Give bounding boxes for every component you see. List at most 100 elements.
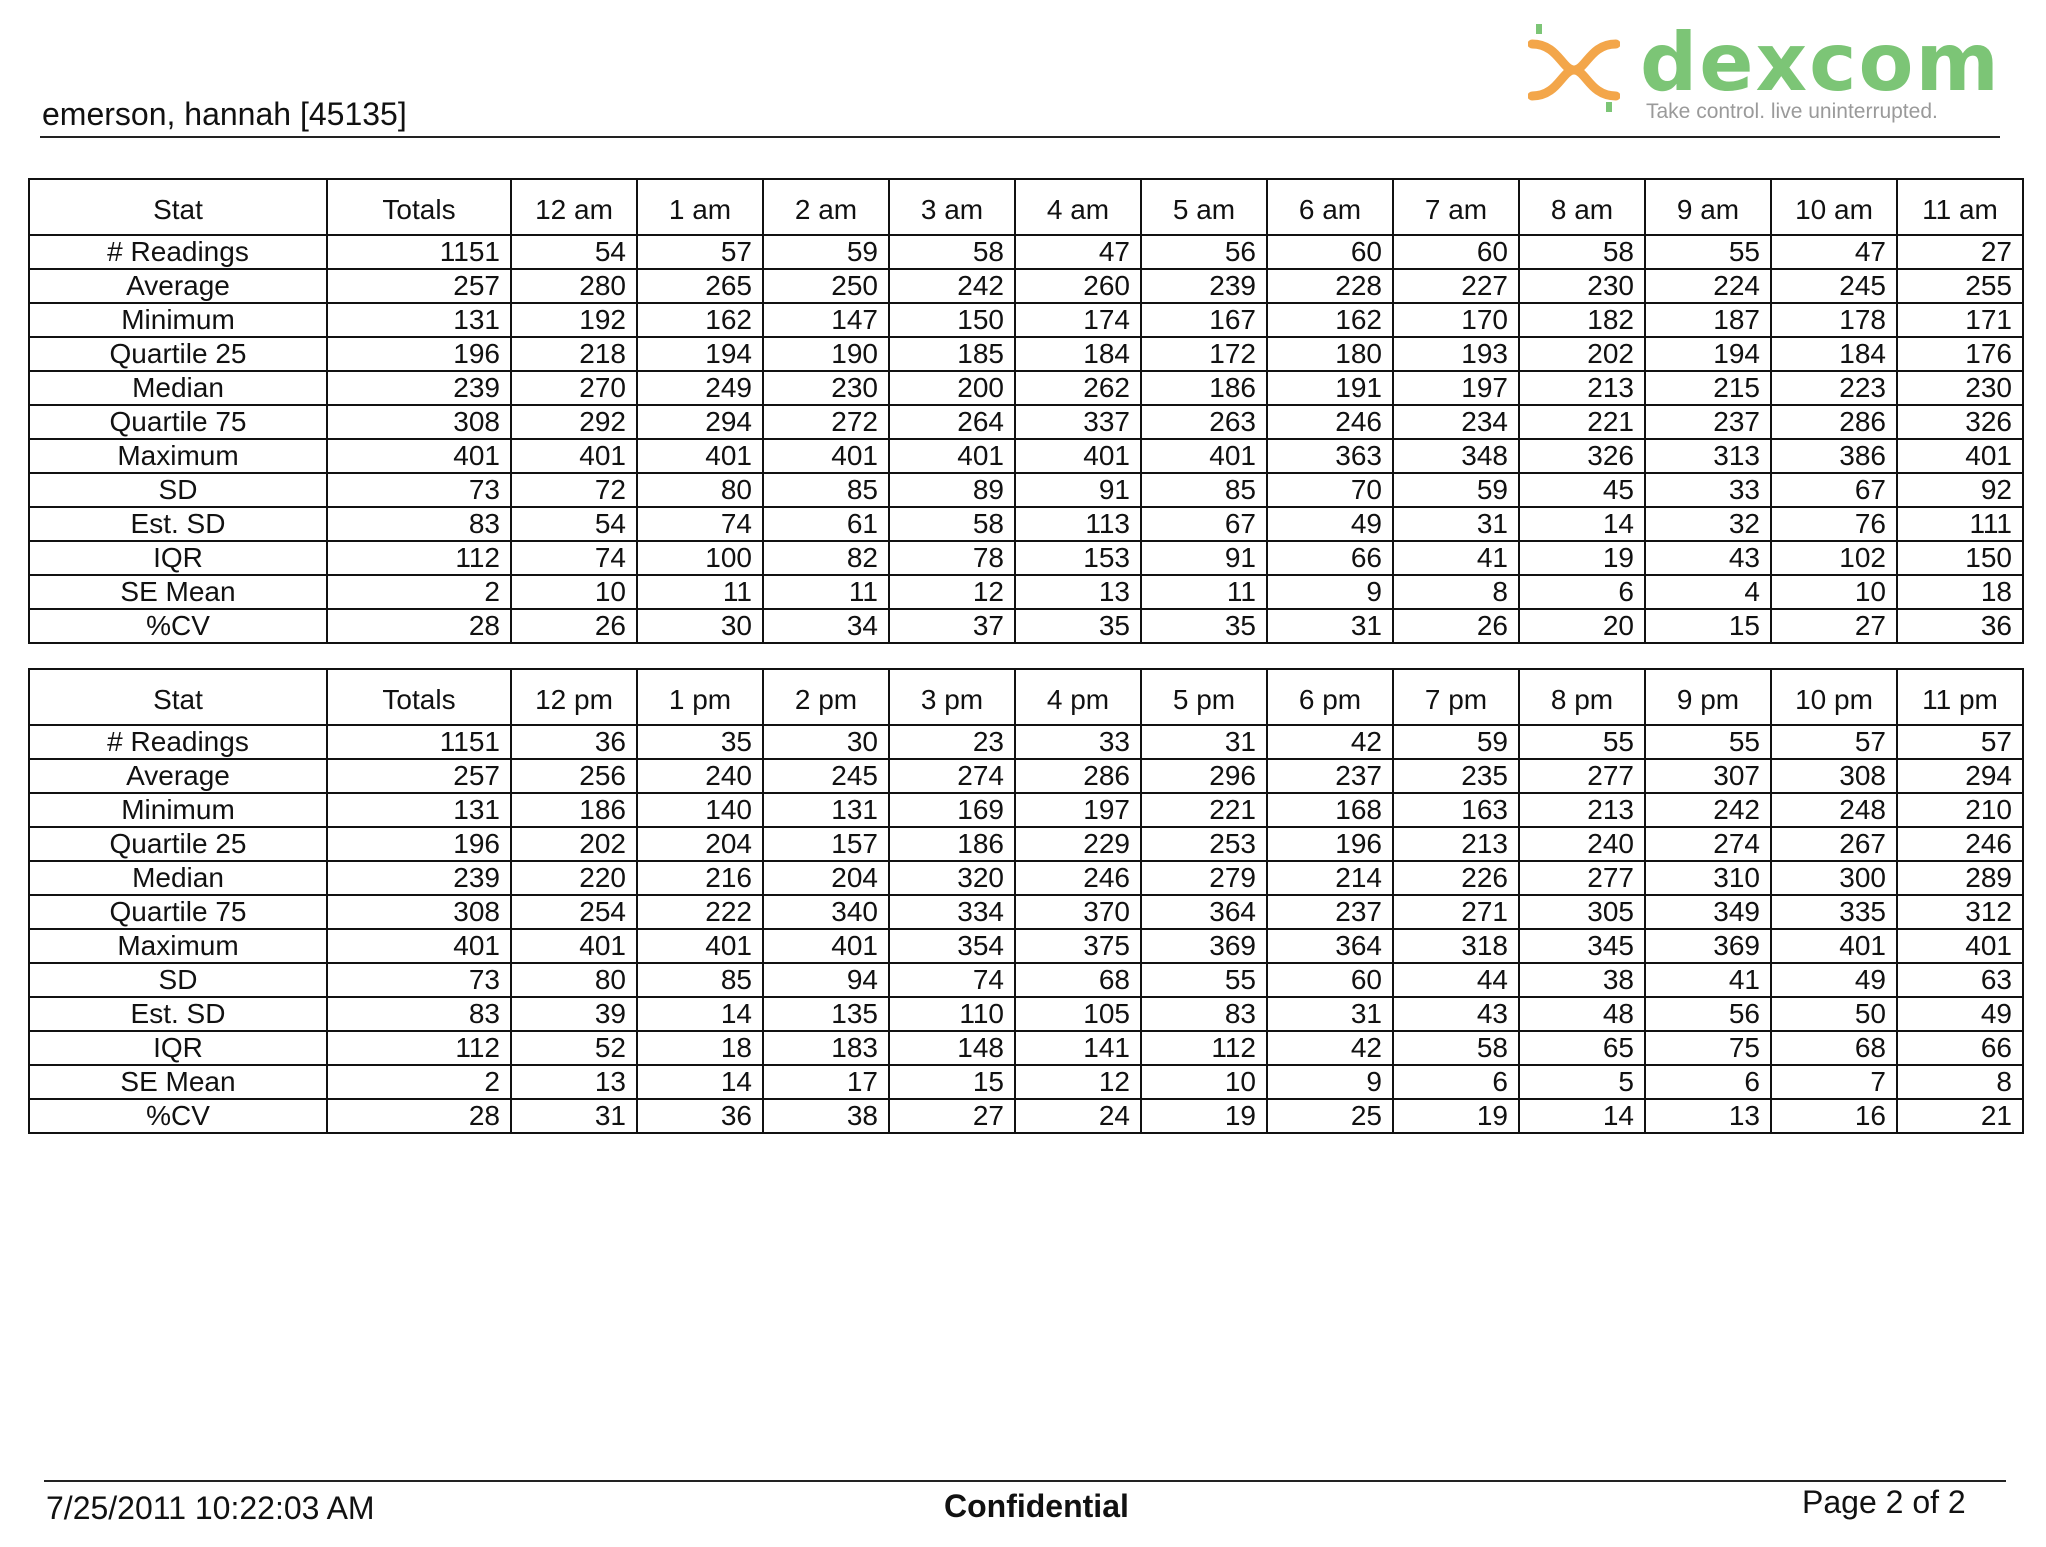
column-header-hour: 3 am xyxy=(888,178,1016,236)
hour-value-cell: 401 xyxy=(636,438,764,474)
page-number: Page 2 of 2 xyxy=(1802,1484,1966,1520)
hour-value-cell: 250 xyxy=(762,268,890,304)
hour-value-cell: 274 xyxy=(888,758,1016,794)
hour-value-cell: 38 xyxy=(762,1098,890,1134)
total-cell: 196 xyxy=(326,826,512,862)
hour-value-cell: 112 xyxy=(1140,1030,1268,1066)
column-header-totals: Totals xyxy=(326,668,512,726)
hour-value-cell: 363 xyxy=(1266,438,1394,474)
total-cell: 83 xyxy=(326,996,512,1032)
hour-value-cell: 289 xyxy=(1896,860,2024,896)
hour-value-cell: 8 xyxy=(1392,574,1520,610)
hour-value-cell: 60 xyxy=(1266,962,1394,998)
hour-value-cell: 67 xyxy=(1140,506,1268,542)
hour-value-cell: 401 xyxy=(510,928,638,964)
hour-value-cell: 47 xyxy=(1014,234,1142,270)
hour-value-cell: 150 xyxy=(1896,540,2024,576)
hour-value-cell: 349 xyxy=(1644,894,1772,930)
hour-value-cell: 190 xyxy=(762,336,890,372)
hour-value-cell: 56 xyxy=(1140,234,1268,270)
hour-value-cell: 131 xyxy=(762,792,890,828)
total-cell: 1151 xyxy=(326,234,512,270)
hour-value-cell: 55 xyxy=(1140,962,1268,998)
hour-value-cell: 14 xyxy=(1518,506,1646,542)
hour-value-cell: 279 xyxy=(1140,860,1268,896)
stat-label-cell: SD xyxy=(28,472,328,508)
hour-value-cell: 215 xyxy=(1644,370,1772,406)
hour-value-cell: 267 xyxy=(1770,826,1898,862)
hour-value-cell: 174 xyxy=(1014,302,1142,338)
stat-label-cell: %CV xyxy=(28,608,328,644)
hour-value-cell: 305 xyxy=(1518,894,1646,930)
hour-value-cell: 74 xyxy=(636,506,764,542)
hour-value-cell: 242 xyxy=(888,268,1016,304)
hour-value-cell: 72 xyxy=(510,472,638,508)
stat-label-cell: Minimum xyxy=(28,302,328,338)
hour-value-cell: 254 xyxy=(510,894,638,930)
hour-value-cell: 19 xyxy=(1140,1098,1268,1134)
hour-value-cell: 401 xyxy=(1896,438,2024,474)
hour-value-cell: 294 xyxy=(636,404,764,440)
hour-value-cell: 9 xyxy=(1266,1064,1394,1100)
hour-value-cell: 78 xyxy=(888,540,1016,576)
hour-value-cell: 184 xyxy=(1770,336,1898,372)
hour-value-cell: 94 xyxy=(762,962,890,998)
hour-value-cell: 15 xyxy=(888,1064,1016,1100)
hour-value-cell: 14 xyxy=(636,996,764,1032)
hour-value-cell: 326 xyxy=(1896,404,2024,440)
hour-value-cell: 49 xyxy=(1266,506,1394,542)
column-header-stat: Stat xyxy=(28,178,328,236)
column-header-hour: 2 am xyxy=(762,178,890,236)
patient-name: emerson, hannah [45135] xyxy=(42,96,407,132)
hour-value-cell: 230 xyxy=(762,370,890,406)
hour-value-cell: 5 xyxy=(1518,1064,1646,1100)
hour-value-cell: 91 xyxy=(1014,472,1142,508)
hour-value-cell: 197 xyxy=(1392,370,1520,406)
hour-value-cell: 337 xyxy=(1014,404,1142,440)
hour-value-cell: 74 xyxy=(888,962,1016,998)
hour-value-cell: 401 xyxy=(762,928,890,964)
column-header-hour: 1 am xyxy=(636,178,764,236)
table-row: SD 73 72 80 85 89 91 85 70 59 45 33 67 92 xyxy=(28,472,2024,508)
hour-value-cell: 401 xyxy=(1140,438,1268,474)
hour-value-cell: 180 xyxy=(1266,336,1394,372)
hour-value-cell: 58 xyxy=(888,506,1016,542)
hour-value-cell: 270 xyxy=(510,370,638,406)
column-header-hour: 6 am xyxy=(1266,178,1394,236)
hour-value-cell: 318 xyxy=(1392,928,1520,964)
hour-value-cell: 59 xyxy=(1392,724,1520,760)
hour-value-cell: 169 xyxy=(888,792,1016,828)
column-header-hour: 10 am xyxy=(1770,178,1898,236)
hour-value-cell: 234 xyxy=(1392,404,1520,440)
hour-value-cell: 221 xyxy=(1518,404,1646,440)
confidential-label: Confidential xyxy=(944,1488,1129,1524)
stat-label-cell: Est. SD xyxy=(28,506,328,542)
hour-value-cell: 249 xyxy=(636,370,764,406)
hour-value-cell: 227 xyxy=(1392,268,1520,304)
hour-value-cell: 33 xyxy=(1014,724,1142,760)
total-cell: 239 xyxy=(326,370,512,406)
hour-value-cell: 237 xyxy=(1644,404,1772,440)
hour-value-cell: 57 xyxy=(636,234,764,270)
hour-value-cell: 185 xyxy=(888,336,1016,372)
stat-label-cell: Quartile 25 xyxy=(28,826,328,862)
hour-value-cell: 76 xyxy=(1770,506,1898,542)
hour-value-cell: 31 xyxy=(1266,996,1394,1032)
pm-hourly-stats-table: Stat Totals 12 pm 1 pm 2 pm 3 pm 4 pm 5 pm 6 pm 7… xyxy=(28,668,2024,1134)
hour-value-cell: 364 xyxy=(1266,928,1394,964)
hour-value-cell: 102 xyxy=(1770,540,1898,576)
column-header-hour: 2 pm xyxy=(762,668,890,726)
hour-value-cell: 162 xyxy=(636,302,764,338)
hour-value-cell: 85 xyxy=(762,472,890,508)
hour-value-cell: 38 xyxy=(1518,962,1646,998)
hour-value-cell: 256 xyxy=(510,758,638,794)
total-cell: 401 xyxy=(326,438,512,474)
hour-value-cell: 37 xyxy=(888,608,1016,644)
hour-value-cell: 401 xyxy=(762,438,890,474)
hour-value-cell: 60 xyxy=(1392,234,1520,270)
hour-value-cell: 214 xyxy=(1266,860,1394,896)
table-row: IQR 112 74 100 82 78 153 91 66 41 19 43 102 150 xyxy=(28,540,2024,576)
hour-value-cell: 55 xyxy=(1644,234,1772,270)
hour-value-cell: 153 xyxy=(1014,540,1142,576)
hour-value-cell: 18 xyxy=(1896,574,2024,610)
